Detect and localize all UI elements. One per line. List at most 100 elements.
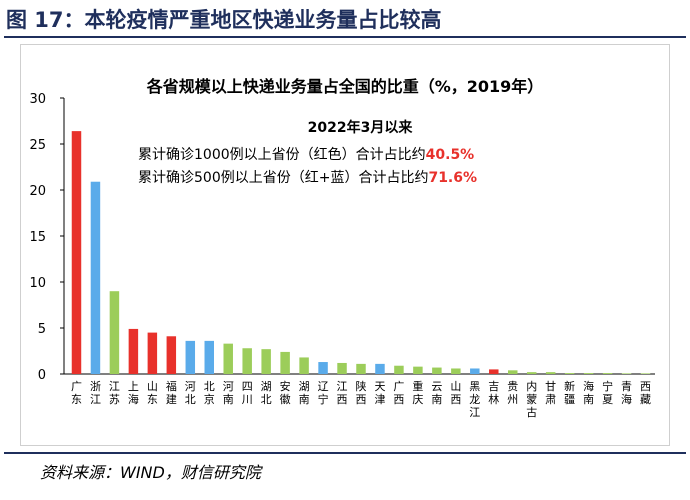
x-tick-char: 浙	[90, 380, 101, 393]
x-tick-char: 山	[450, 380, 461, 393]
x-tick-char: 州	[507, 393, 518, 406]
x-tick-char: 林	[488, 392, 499, 406]
x-tick-label: 贵州	[507, 380, 518, 406]
x-tick-label: 甘肃	[545, 380, 556, 406]
bar-上海	[128, 328, 139, 374]
x-tick-char: 上	[128, 380, 139, 393]
bar-河南	[223, 343, 233, 374]
x-tick-label: 辽宁	[318, 380, 329, 406]
x-tick-label: 黑龙江	[469, 380, 480, 419]
annotation-line2: 累计确诊500例以上省份（红+蓝）合计占比约71.6%	[138, 170, 477, 186]
x-tick-char: 湖	[261, 380, 272, 393]
bar-云南	[432, 367, 442, 374]
bar-山西	[451, 368, 461, 374]
x-tick-char: 青	[621, 380, 632, 393]
x-tick-label: 广西	[393, 380, 404, 406]
x-tick-label: 宁夏	[602, 379, 613, 406]
x-tick-char: 黑	[469, 380, 480, 393]
x-tick-char: 陕	[356, 379, 367, 393]
annotation-line2-text: 累计确诊500例以上省份（红+蓝）合计占比约	[138, 170, 428, 186]
x-tick-char: 北	[204, 380, 215, 393]
x-tick-char: 南	[299, 393, 310, 406]
x-tick-char: 云	[431, 380, 442, 393]
x-tick-label: 湖南	[299, 380, 310, 406]
x-tick-char: 海	[128, 392, 139, 406]
x-tick-char: 徽	[280, 392, 291, 406]
y-tick-label: 0	[38, 368, 46, 383]
x-tick-char: 重	[412, 379, 423, 393]
chart-title: 各省规模以上快递业务量占全国的比重（%，2019年）	[146, 77, 544, 96]
x-tick-label: 新疆	[564, 379, 575, 406]
x-tick-label: 重庆	[412, 379, 423, 406]
x-tick-char: 吉	[488, 380, 499, 393]
x-tick-label: 河北	[185, 380, 196, 406]
x-tick-label: 天津	[374, 380, 385, 406]
x-tick-char: 广	[71, 380, 82, 393]
x-tick-char: 海	[621, 392, 632, 406]
x-tick-label: 海南	[583, 379, 594, 406]
x-tick-char: 四	[242, 380, 253, 393]
x-tick-char: 南	[431, 393, 442, 406]
x-tick-char: 山	[147, 380, 158, 393]
x-tick-label: 江苏	[109, 380, 120, 406]
bar-安徽	[280, 351, 290, 374]
x-tick-char: 蒙	[526, 393, 537, 406]
x-tick-label: 安徽	[280, 379, 291, 406]
x-tick-char: 西	[640, 380, 651, 393]
x-tick-label: 山东	[147, 380, 158, 406]
bar-甘肃	[545, 372, 556, 374]
x-tick-char: 江	[469, 406, 480, 419]
x-tick-char: 西	[356, 393, 367, 406]
x-tick-char: 古	[526, 406, 537, 419]
x-tick-label: 江西	[337, 380, 348, 406]
x-tick-label: 山西	[450, 380, 461, 406]
x-tick-char: 贵	[507, 380, 518, 393]
x-tick-char: 建	[166, 392, 177, 406]
x-tick-char: 海	[583, 379, 594, 393]
x-tick-char: 河	[223, 380, 234, 393]
bar-黑龙江	[470, 368, 480, 374]
annotation-line2-value: 71.6%	[428, 170, 477, 186]
x-tick-char: 京	[204, 392, 215, 406]
bottom-rule	[4, 452, 686, 454]
y-tick-label: 30	[29, 92, 46, 107]
x-tick-label: 西藏	[640, 380, 651, 406]
bar-内蒙古	[526, 372, 537, 374]
annotation-line1-value: 40.5%	[426, 147, 475, 163]
x-tick-char: 西	[450, 393, 461, 406]
bar-青海	[621, 373, 632, 374]
x-tick-label: 四川	[242, 380, 253, 406]
x-tick-label: 青海	[621, 380, 632, 406]
x-tick-char: 宁	[602, 379, 613, 393]
bar-重庆	[413, 366, 423, 374]
y-tick-label: 20	[29, 184, 46, 199]
y-tick-label: 5	[38, 322, 46, 337]
bar-广西	[394, 365, 404, 374]
x-tick-label: 福建	[166, 379, 177, 406]
x-tick-char: 湖	[299, 380, 310, 393]
annotation-line1-text: 累计确诊1000例以上省份（红色）合计占比约	[138, 146, 426, 163]
x-tick-char: 东	[147, 393, 158, 406]
x-tick-label: 河南	[223, 380, 234, 406]
x-tick-char: 藏	[640, 393, 651, 406]
x-tick-char: 西	[393, 393, 404, 406]
bar-江西	[337, 362, 347, 374]
x-tick-char: 津	[374, 393, 385, 406]
figure-title: 图 17：本轮疫情严重地区快递业务量占比较高	[6, 8, 442, 32]
y-tick-label: 25	[29, 138, 46, 153]
x-tick-labels: 广东浙江江苏上海山东福建河北北京河南四川湖北安徽湖南辽宁江西陕西天津广西重庆云南…	[71, 379, 651, 419]
x-tick-label: 云南	[431, 380, 442, 406]
bar-西藏	[640, 373, 651, 374]
x-tick-char: 江	[90, 393, 101, 406]
x-tick-char: 北	[185, 393, 196, 406]
x-tick-char: 疆	[564, 393, 575, 406]
x-tick-char: 庆	[412, 392, 423, 406]
x-tick-char: 安	[280, 379, 291, 393]
top-rule	[4, 36, 686, 38]
x-tick-label: 北京	[204, 380, 215, 406]
x-tick-char: 夏	[602, 393, 613, 406]
y-tick-label: 15	[29, 230, 46, 245]
bar-陕西	[356, 363, 366, 374]
x-tick-char: 川	[242, 393, 253, 406]
x-tick-char: 新	[564, 379, 575, 393]
